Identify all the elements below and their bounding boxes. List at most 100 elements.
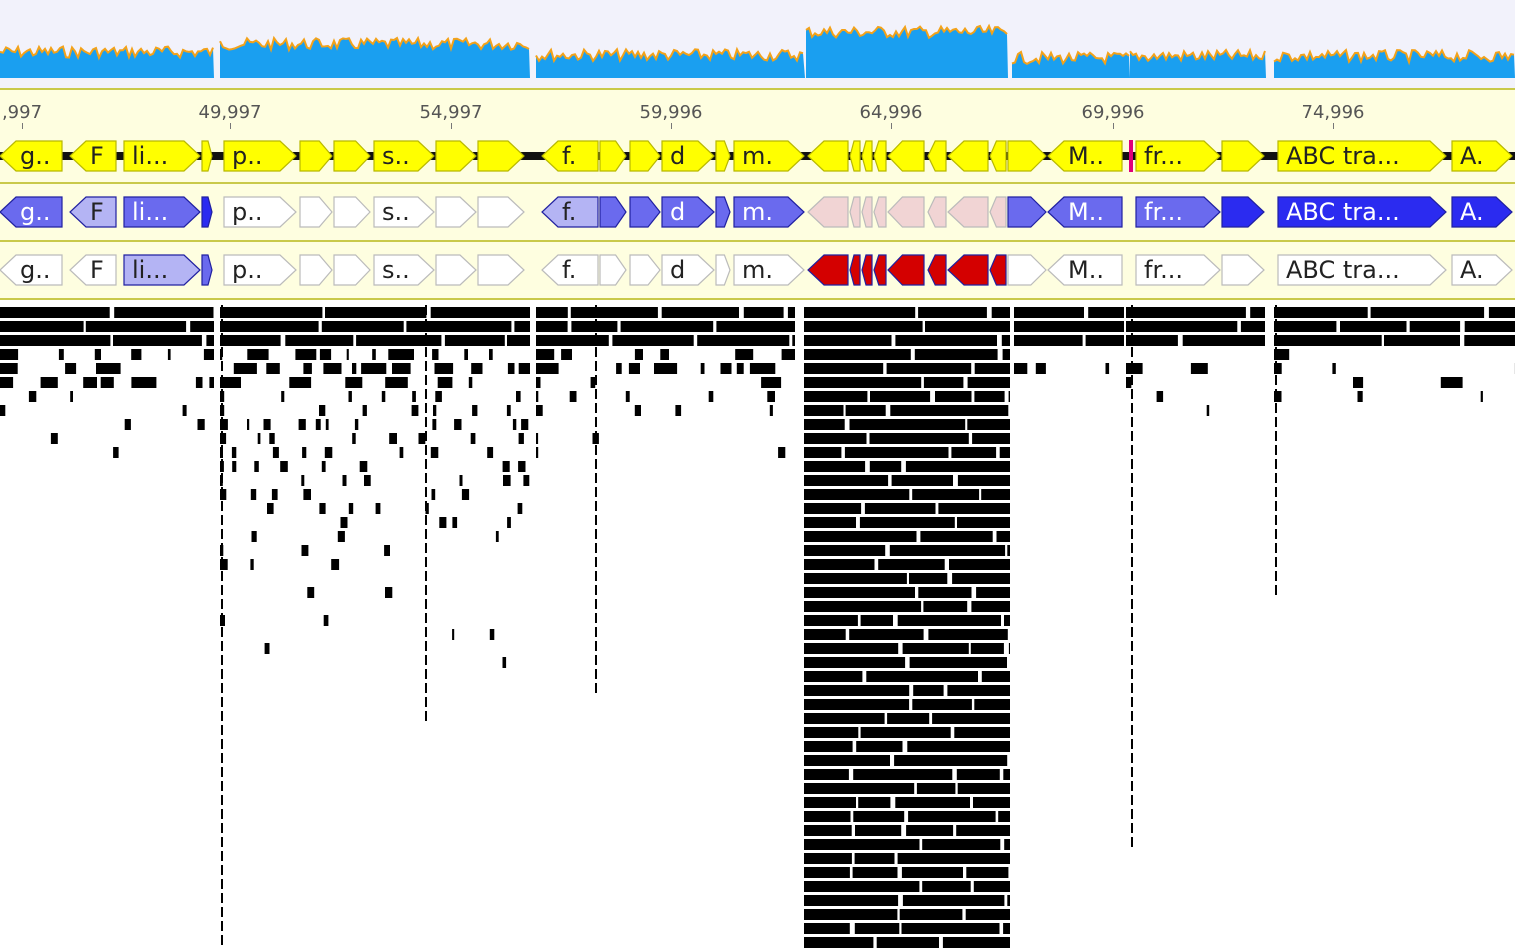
gene-arrow[interactable]: [630, 255, 660, 285]
aligned-read: [471, 363, 482, 374]
aligned-read: [536, 335, 609, 346]
aligned-read: [113, 447, 119, 458]
gene-arrow[interactable]: [1222, 141, 1264, 171]
gene-arrow[interactable]: [478, 197, 524, 227]
read-pileup-plot[interactable]: [0, 305, 1515, 948]
aligned-read: [392, 363, 411, 374]
gene-arrow[interactable]: [888, 255, 924, 285]
aligned-read: [252, 531, 257, 542]
aligned-read: [947, 685, 1010, 696]
gene-arrow[interactable]: [850, 141, 860, 171]
aligned-read: [439, 517, 446, 528]
gene-arrow[interactable]: [990, 197, 1006, 227]
gene-arrow[interactable]: [202, 255, 212, 285]
gene-arrow[interactable]: [436, 255, 476, 285]
gene-arrow[interactable]: [990, 141, 1006, 171]
aligned-read: [925, 321, 1010, 332]
gene-arrow[interactable]: [436, 141, 476, 171]
gene-arrow[interactable]: [888, 197, 924, 227]
gene-arrow[interactable]: [1008, 197, 1046, 227]
gene-arrow[interactable]: [862, 197, 872, 227]
gene-label: s..: [382, 142, 410, 170]
gene-arrow[interactable]: [928, 255, 946, 285]
variant-marker[interactable]: [1129, 140, 1133, 172]
aligned-read: [0, 363, 18, 374]
gene-arrow[interactable]: [808, 141, 848, 171]
gene-arrow[interactable]: [808, 197, 848, 227]
aligned-read: [976, 587, 1010, 598]
aligned-read: [788, 307, 795, 318]
gene-arrow[interactable]: [202, 197, 212, 227]
gene-arrow[interactable]: [202, 141, 212, 171]
aligned-read: [326, 419, 329, 430]
gene-arrow[interactable]: [888, 141, 924, 171]
gene-arrow[interactable]: [600, 197, 626, 227]
gene-arrow[interactable]: [862, 141, 872, 171]
aligned-read: [621, 321, 714, 332]
gene-arrow[interactable]: [716, 141, 730, 171]
gene-arrow[interactable]: [630, 197, 660, 227]
aligned-read: [385, 587, 392, 598]
aligned-read: [968, 377, 1010, 388]
aligned-read: [462, 489, 469, 500]
aligned-read: [750, 363, 775, 374]
gene-arrow[interactable]: [716, 255, 730, 285]
gene-arrow[interactable]: [600, 141, 626, 171]
gene-arrow[interactable]: [808, 255, 848, 285]
gene-arrow[interactable]: [850, 255, 860, 285]
gene-arrow[interactable]: [862, 255, 872, 285]
gene-arrow[interactable]: [716, 197, 730, 227]
gene-arrow[interactable]: [874, 141, 886, 171]
gene-arrow[interactable]: [874, 255, 886, 285]
gene-arrow[interactable]: [478, 255, 524, 285]
aligned-read: [804, 699, 909, 710]
gene-arrow[interactable]: [334, 141, 370, 171]
gene-arrow[interactable]: [928, 141, 946, 171]
gene-arrow[interactable]: [874, 197, 886, 227]
gene-arrow[interactable]: [630, 141, 660, 171]
gene-arrow[interactable]: [478, 141, 524, 171]
gene-arrow[interactable]: [300, 141, 332, 171]
aligned-read: [804, 517, 856, 528]
gene-arrow[interactable]: [436, 197, 476, 227]
aligned-read: [804, 853, 852, 864]
aligned-read: [0, 321, 84, 332]
gene-arrow[interactable]: [1222, 197, 1264, 227]
aligned-read: [804, 741, 853, 752]
aligned-read: [561, 349, 572, 360]
aligned-read: [1410, 321, 1460, 332]
gene-arrow[interactable]: [300, 197, 332, 227]
gene-arrow[interactable]: [300, 255, 332, 285]
gene-arrow[interactable]: [1008, 141, 1046, 171]
aligned-read: [83, 377, 97, 388]
gene-arrow[interactable]: [1222, 255, 1264, 285]
aligned-read: [258, 433, 261, 444]
gene-arrow[interactable]: [948, 255, 988, 285]
gene-arrow[interactable]: [990, 255, 1006, 285]
gene-arrow[interactable]: [850, 197, 860, 227]
gene-arrow[interactable]: [1008, 255, 1046, 285]
aligned-read: [1088, 307, 1124, 318]
aligned-read: [1332, 363, 1335, 374]
gene-label: F: [90, 198, 104, 226]
gene-arrow[interactable]: [928, 197, 946, 227]
gene-arrow[interactable]: [334, 197, 370, 227]
gene-arrow[interactable]: [948, 197, 988, 227]
aligned-read: [487, 447, 493, 458]
aligned-read: [943, 937, 1010, 948]
aligned-read: [890, 405, 1008, 416]
gene-arrow[interactable]: [948, 141, 988, 171]
aligned-read: [853, 769, 952, 780]
gene-arrow[interactable]: [600, 255, 626, 285]
aligned-read: [281, 391, 284, 402]
aligned-read: [471, 433, 476, 444]
read-alignment-pileup[interactable]: [0, 305, 1515, 948]
ruler-tick-label: 69,996: [1082, 102, 1145, 123]
gene-arrow[interactable]: [334, 255, 370, 285]
